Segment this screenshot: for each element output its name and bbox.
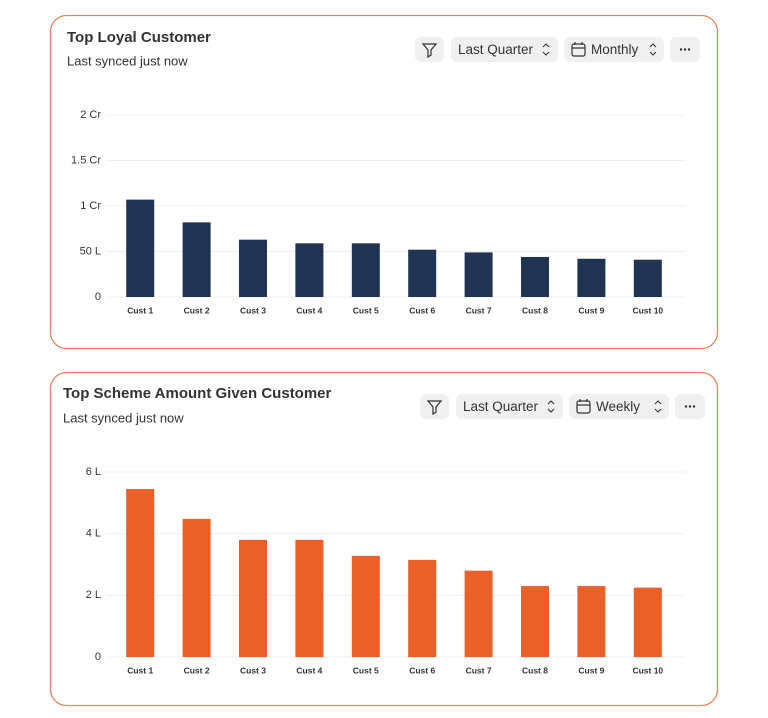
bar	[351, 555, 380, 657]
calendar-icon	[571, 43, 586, 57]
more-dot	[679, 48, 683, 51]
x-tick-label: Cust 9	[578, 305, 604, 315]
bar	[633, 259, 662, 297]
bar	[182, 222, 211, 297]
y-tick-label: 50 L	[80, 245, 101, 257]
y-tick-label: 2 Cr	[80, 109, 101, 121]
x-tick-label: Cust 7	[466, 665, 492, 675]
bar	[464, 252, 493, 297]
card-title: Top Scheme Amount Given Customer	[63, 385, 332, 402]
bar	[408, 249, 437, 297]
card	[49, 14, 719, 350]
bar	[521, 586, 549, 657]
interval-label: Monthly	[591, 42, 639, 57]
y-tick-label: 2 L	[86, 589, 101, 601]
period-label: Last Quarter	[458, 42, 534, 57]
x-tick-label: Cust 9	[578, 665, 604, 675]
card-subtitle: Last synced just now	[63, 410, 184, 425]
bar	[464, 570, 493, 657]
y-tick-label: 0	[95, 291, 101, 303]
x-tick-label: Cust 3	[240, 305, 266, 315]
filter-button[interactable]	[415, 37, 444, 62]
card-subtitle: Last synced just now	[67, 53, 188, 68]
bar	[239, 539, 267, 657]
bar	[295, 539, 324, 657]
bar	[182, 518, 211, 657]
x-tick-label: Cust 4	[296, 305, 322, 315]
calendar-icon	[577, 399, 590, 406]
bar	[126, 488, 155, 657]
calendar-icon	[576, 400, 591, 414]
interval-select[interactable]	[569, 394, 669, 419]
bar	[295, 243, 324, 297]
x-tick-label: Cust 1	[127, 305, 153, 315]
x-tick-label: Cust 1	[127, 665, 153, 675]
x-tick-label: Cust 8	[522, 305, 548, 315]
y-tick-label: 4 L	[86, 528, 101, 540]
bar	[577, 258, 606, 297]
select-arrows	[649, 43, 657, 56]
bar	[633, 587, 662, 657]
more-dot	[688, 405, 692, 408]
x-tick-label: Cust 2	[184, 665, 210, 675]
interval-select[interactable]	[564, 37, 664, 62]
bar	[351, 243, 380, 297]
bar	[239, 239, 267, 297]
filter-icon	[426, 400, 443, 416]
more-dot	[683, 48, 687, 51]
bar	[577, 586, 606, 657]
y-tick-label: 1.5 Cr	[71, 154, 101, 166]
select-arrows	[542, 43, 550, 56]
x-tick-label: Cust 3	[240, 665, 266, 675]
period-select[interactable]	[456, 394, 563, 419]
y-tick-label: 0	[95, 651, 101, 663]
more-dot	[684, 405, 688, 408]
y-tick-label: 6 L	[86, 466, 101, 478]
x-tick-label: Cust 6	[409, 305, 435, 315]
x-tick-label: Cust 6	[409, 665, 435, 675]
filter-icon	[421, 43, 438, 59]
period-label: Last Quarter	[463, 399, 539, 414]
card-title: Top Loyal Customer	[67, 29, 211, 46]
x-tick-label: Cust 2	[184, 305, 210, 315]
y-tick-label: 1 Cr	[80, 200, 101, 212]
more-dot	[687, 48, 691, 51]
period-select[interactable]	[451, 37, 558, 62]
select-arrows	[654, 400, 662, 413]
bar	[408, 559, 437, 657]
card	[49, 371, 719, 707]
calendar-icon	[572, 42, 585, 49]
x-tick-label: Cust 8	[522, 665, 548, 675]
filter-button[interactable]	[420, 394, 449, 419]
interval-label: Weekly	[596, 399, 640, 414]
x-tick-label: Cust 7	[466, 305, 492, 315]
x-tick-label: Cust 10	[632, 305, 663, 315]
select-arrows	[547, 400, 555, 413]
x-tick-label: Cust 5	[353, 665, 379, 675]
x-tick-label: Cust 5	[353, 305, 379, 315]
x-tick-label: Cust 4	[296, 665, 322, 675]
bar	[521, 256, 549, 297]
x-tick-label: Cust 10	[632, 665, 663, 675]
more-dot	[692, 405, 696, 408]
bar	[126, 199, 155, 297]
